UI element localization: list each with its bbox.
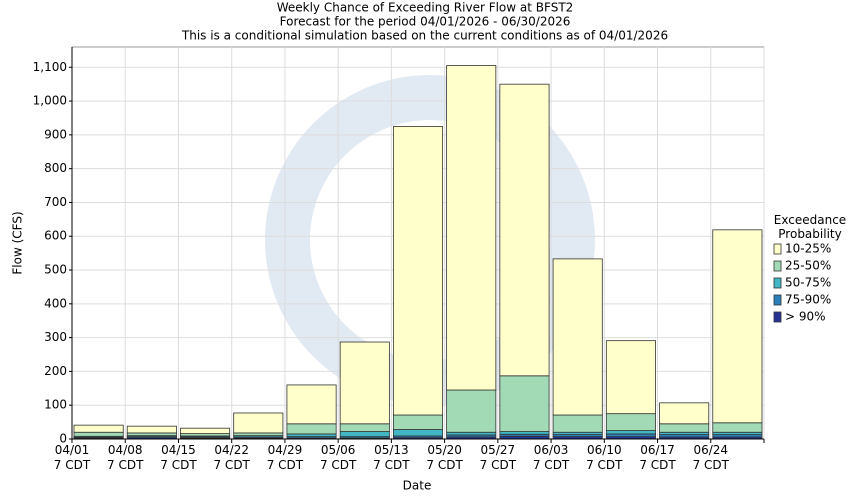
bar-segment bbox=[73, 424, 124, 433]
bar-segment bbox=[286, 384, 337, 425]
x-tick-label: 04/01 7 CDT bbox=[53, 443, 91, 472]
y-tick-label: 700 bbox=[44, 195, 67, 209]
y-tick-label: 1,100 bbox=[33, 60, 67, 74]
legend-swatch bbox=[773, 243, 782, 255]
bar-segment bbox=[605, 340, 656, 415]
y-tick-label: 0 bbox=[59, 432, 67, 446]
x-tick-label: 06/10 7 CDT bbox=[586, 443, 623, 472]
legend-title: Exceedance Probability bbox=[773, 213, 847, 241]
bar-segment bbox=[446, 65, 497, 391]
bar-segment bbox=[126, 425, 177, 434]
bar-segment bbox=[712, 229, 763, 424]
y-tick-label: 600 bbox=[44, 229, 67, 243]
y-tick-label: 300 bbox=[44, 330, 67, 344]
x-tick-label: 04/08 7 CDT bbox=[107, 443, 144, 472]
bar-segment bbox=[499, 431, 550, 435]
legend-swatch bbox=[773, 311, 782, 323]
x-tick-label: 06/17 7 CDT bbox=[639, 443, 676, 472]
bar-segment bbox=[605, 413, 656, 431]
legend-label: 25-50% bbox=[785, 259, 831, 273]
y-tick-label: 800 bbox=[44, 161, 67, 175]
x-tick-label: 05/27 7 CDT bbox=[479, 443, 517, 472]
y-tick-label: 100 bbox=[44, 398, 67, 412]
legend-swatch bbox=[773, 277, 782, 289]
bar-segment bbox=[659, 402, 710, 425]
bar-segment bbox=[286, 433, 337, 438]
bar-segment bbox=[605, 433, 656, 438]
bar-segment bbox=[712, 422, 763, 433]
bar-segment bbox=[499, 375, 550, 432]
legend-swatch bbox=[773, 294, 782, 306]
bar-segment bbox=[339, 423, 390, 432]
bar-segment bbox=[73, 431, 124, 437]
legend-label: 50-75% bbox=[785, 276, 831, 290]
legend-swatch bbox=[773, 260, 782, 272]
legend-label: 75-90% bbox=[785, 293, 831, 307]
bar-segment bbox=[126, 432, 177, 437]
bar-segment bbox=[339, 341, 390, 425]
y-tick-label: 500 bbox=[44, 263, 67, 277]
bar-segment bbox=[552, 258, 603, 416]
chart-subtitle: Forecast for the period 04/01/2026 - 06/… bbox=[280, 15, 571, 29]
bar-segment bbox=[659, 423, 710, 433]
bar-segment bbox=[339, 431, 390, 438]
bar-segment bbox=[180, 427, 231, 434]
x-tick-label: 04/29 7 CDT bbox=[266, 443, 304, 472]
legend-label: > 90% bbox=[785, 310, 826, 324]
x-tick-label: 04/15 7 CDT bbox=[160, 443, 197, 472]
y-tick-label: 400 bbox=[44, 296, 67, 310]
bar-segment bbox=[392, 429, 444, 437]
bar-segment bbox=[499, 83, 550, 377]
x-tick-label: 05/13 7 CDT bbox=[373, 443, 410, 472]
bar-segment bbox=[392, 414, 444, 430]
x-tick-label: 05/06 7 CDT bbox=[319, 443, 357, 472]
chart-subtitle: This is a conditional simulation based o… bbox=[181, 29, 668, 43]
bar-segment bbox=[446, 389, 497, 433]
bar-segment bbox=[446, 431, 497, 436]
y-tick-label: 900 bbox=[44, 127, 67, 141]
x-tick-label: 04/22 7 CDT bbox=[213, 443, 250, 472]
x-axis-label: Date bbox=[403, 479, 432, 493]
bar-segment bbox=[605, 430, 656, 435]
y-axis-label: Flow (CFS) bbox=[11, 211, 25, 274]
bar-segment bbox=[233, 412, 284, 434]
bar-segment bbox=[286, 423, 337, 435]
x-tick-label: 06/03 7 CDT bbox=[532, 443, 570, 472]
y-tick-label: 200 bbox=[44, 364, 67, 378]
chart-title: Weekly Chance of Exceeding River Flow at… bbox=[277, 1, 574, 15]
y-tick-label: 1,000 bbox=[33, 94, 67, 108]
x-tick-label: 05/20 7 CDT bbox=[426, 443, 463, 472]
bar-segment bbox=[552, 414, 603, 433]
legend-label: 10-25% bbox=[785, 242, 831, 256]
bar-segment bbox=[392, 126, 444, 416]
x-tick-label: 06/24 7 CDT bbox=[692, 443, 729, 472]
bar-segment bbox=[233, 432, 284, 437]
